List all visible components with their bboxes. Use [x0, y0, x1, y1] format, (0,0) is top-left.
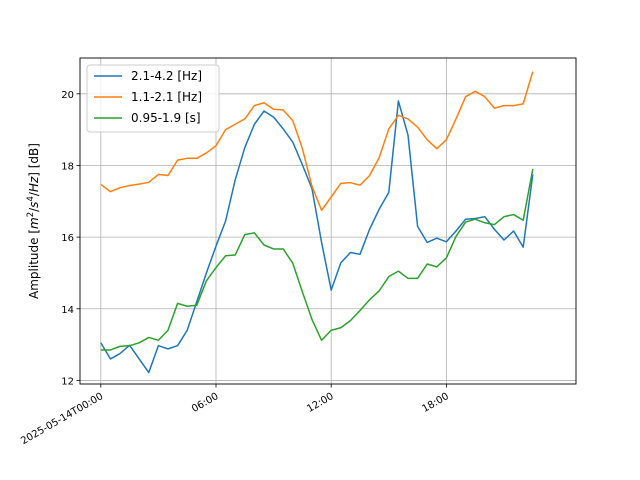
- series-line-3: [100, 168, 534, 351]
- legend-label-1: 2.1-4.2 [Hz]: [131, 69, 202, 83]
- y-axis: 12 14 16 18 20: [61, 90, 80, 387]
- legend-label-3: 0.95-1.9 [s]: [131, 111, 201, 125]
- series-line-2: [100, 71, 534, 211]
- legend-label-2: 1.1-2.1 [Hz]: [131, 90, 202, 104]
- y-axis-label: Amplitude [m2/s4/Hz] [dB]: [26, 143, 41, 299]
- y-tick-label: 20: [61, 90, 74, 101]
- plot-area-frame: [79, 57, 577, 385]
- y-tick-label: 14: [61, 305, 74, 316]
- y-tick-label: 12: [61, 376, 74, 387]
- series-lines: [100, 71, 534, 374]
- y-tick-label: 16: [61, 233, 74, 244]
- legend: 2.1-4.2 [Hz] 1.1-2.1 [Hz] 0.95-1.9 [s]: [86, 64, 220, 133]
- y-tick-label: 18: [61, 161, 74, 172]
- legend-box: [86, 64, 220, 133]
- series-line-1: [100, 100, 534, 374]
